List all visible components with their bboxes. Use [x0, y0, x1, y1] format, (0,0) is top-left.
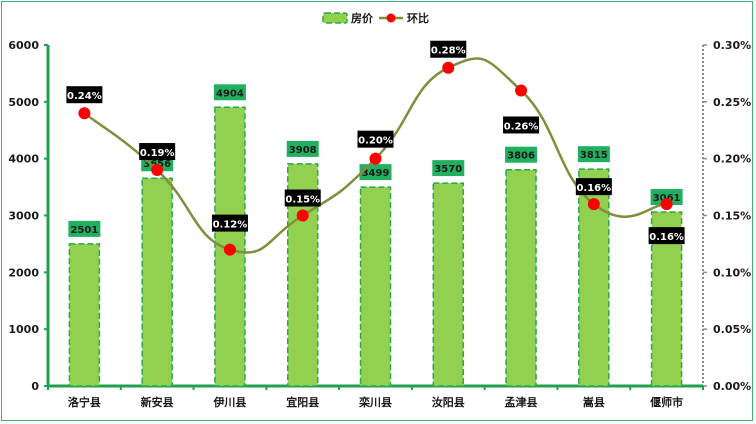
pct-value-label: 0.16% [649, 232, 684, 243]
bar-新安县 [141, 177, 173, 387]
legend-bar-swatch-icon [322, 12, 348, 24]
right-axis-tick-label: 0.00% [713, 380, 751, 393]
bar-value-label-bg [432, 160, 465, 177]
pct-value-label: 0.12% [213, 220, 248, 231]
bar-value-label: 3908 [289, 145, 317, 156]
pct-value-label: 0.16% [576, 183, 611, 194]
legend-label-price: 房价 [351, 11, 374, 25]
pct-value-label: 0.20% [358, 136, 393, 147]
right-axis-tick-label: 0.30% [713, 39, 751, 52]
pct-value-label: 0.28% [431, 46, 466, 57]
line-marker [587, 198, 600, 211]
line-marker [151, 164, 164, 177]
right-axis-tick-label: 0.15% [713, 210, 751, 223]
x-axis-category-label: 汝阳县 [432, 395, 465, 409]
bar-value-label: 3806 [507, 151, 535, 162]
bar-value-label: 3815 [580, 150, 608, 161]
bar-value-label-bg [68, 220, 101, 237]
line-marker [223, 243, 236, 256]
bar-洛宁县 [68, 243, 101, 387]
line-marker [515, 84, 528, 97]
x-axis-category-label: 新安县 [141, 395, 174, 409]
pct-value-label: 0.26% [504, 121, 539, 132]
bar-value-label-bg [650, 189, 683, 206]
x-axis-category-label: 伊川县 [212, 395, 246, 409]
pct-label-bg [503, 116, 540, 134]
bar-汝阳县 [432, 182, 465, 387]
bar-value-label: 4904 [216, 88, 244, 99]
left-axis-tick-label: 5000 [8, 96, 39, 109]
pct-label-bg [430, 40, 467, 58]
bar-value-label: 3570 [434, 164, 462, 175]
pct-label-bg [357, 130, 394, 148]
bar-value-label-bg [505, 146, 538, 163]
left-axis-tick-label: 4000 [8, 153, 39, 166]
x-axis-category-label: 嵩县 [583, 395, 605, 409]
pct-label-bg [139, 143, 176, 161]
bar-value-label: 3499 [362, 168, 390, 179]
pct-value-label: 0.19% [140, 148, 175, 159]
pct-label-bg [575, 178, 612, 196]
pct-label-bg [648, 227, 685, 245]
left-axis-tick-label: 2000 [8, 266, 39, 279]
bar-孟津县 [505, 168, 537, 387]
line-marker [660, 198, 673, 211]
right-axis-tick-label: 0.10% [713, 266, 751, 279]
pct-label-bg [66, 86, 103, 104]
x-axis-category-label: 洛宁县 [68, 395, 101, 409]
bar-value-label: 2501 [70, 225, 98, 236]
right-axis-tick-label: 0.25% [713, 96, 751, 109]
right-axis-tick-label: 0.05% [713, 323, 751, 336]
pct-label-bg [284, 189, 321, 207]
x-axis-category-label: 栾川县 [358, 395, 392, 409]
pct-label-bg [211, 214, 248, 232]
line-marker [442, 61, 455, 74]
bar-value-label-bg [213, 84, 246, 101]
pct-value-label: 0.24% [67, 91, 102, 102]
left-axis-tick-label: 6000 [8, 39, 39, 52]
x-axis-category-label: 偃师市 [650, 395, 683, 409]
bar-value-label-bg [286, 140, 319, 157]
line-marker [369, 152, 382, 165]
right-axis-tick-label: 0.20% [713, 153, 751, 166]
left-axis-tick-label: 1000 [8, 323, 39, 336]
line-marker [296, 209, 309, 222]
line-marker [78, 107, 91, 120]
left-axis-tick-label: 3000 [8, 210, 39, 223]
bar-value-label-bg [577, 146, 610, 163]
legend-label-huanbi: 环比 [407, 11, 429, 25]
bar-栾川县 [359, 186, 392, 387]
x-axis-category-label: 宜阳县 [286, 395, 319, 409]
legend-marker-icon [386, 13, 396, 23]
x-axis-category-label: 孟津县 [505, 395, 538, 409]
pct-value-label: 0.15% [285, 195, 320, 206]
left-axis-tick-label: 0 [31, 380, 39, 393]
